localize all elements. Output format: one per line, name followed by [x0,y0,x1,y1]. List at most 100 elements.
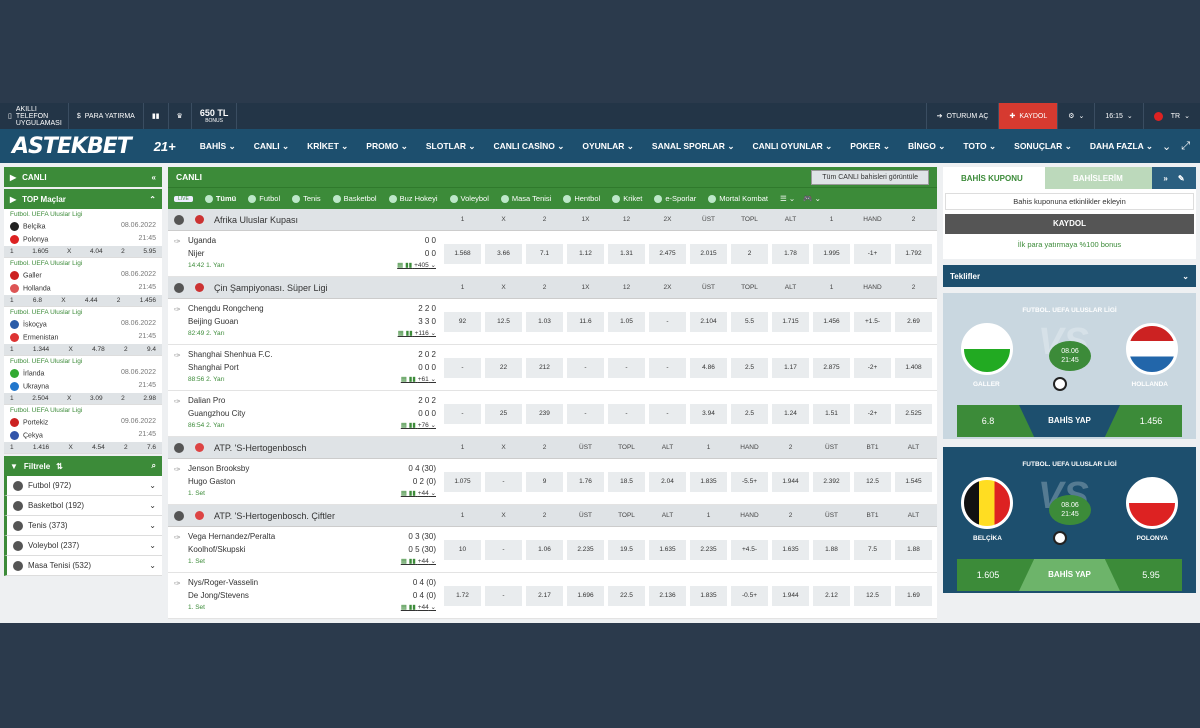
odd-button[interactable]: 22 [485,357,522,378]
more-markets-link[interactable]: +44 [417,558,429,565]
team-name[interactable]: Nijer [188,249,205,258]
odd-button[interactable]: - [485,585,522,606]
team-name[interactable]: Shanghai Shenhua F.C. [188,350,273,359]
pin-icon[interactable]: ✑ [174,579,181,588]
odd-button[interactable]: 1.835 [690,585,727,606]
more-markets-link[interactable]: +116 [414,330,429,337]
promo-odd[interactable]: 6.8 [981,416,995,426]
view-all-live-button[interactable]: Tüm CANLI bahisleri görüntüle [811,169,929,185]
odd-button[interactable]: 1.69 [895,585,932,606]
nav-item-10[interactable]: BİNGO ⌄ [899,141,954,152]
time-display[interactable]: 16:15 ⌄ [1094,103,1142,129]
odd-button[interactable]: -1+ [854,243,891,264]
odd-value[interactable]: 2.504 [32,395,49,402]
odd-button[interactable]: 9 [526,471,563,492]
odd-button[interactable]: 1.88 [813,539,850,560]
tab-sport-7[interactable]: Hentbol [557,194,606,203]
deposit-link[interactable]: $ PARA YATIRMA [69,103,144,129]
odd-button[interactable]: 1.31 [608,243,645,264]
nav-item-9[interactable]: POKER ⌄ [841,141,899,152]
odd-button[interactable]: 1.995 [813,243,850,264]
pin-icon[interactable]: ✑ [174,533,181,542]
odd-button[interactable]: 92 [444,311,481,332]
team-name[interactable]: Hugo Gaston [188,477,236,486]
chevron-double-icon[interactable]: ⌄ [1161,140,1172,153]
nav-item-0[interactable]: BAHİS ⌄ [191,141,245,152]
odd-button[interactable]: +4.5- [731,539,768,560]
team-name[interactable]: De Jong/Stevens [188,591,249,600]
nav-item-1[interactable]: CANLI ⌄ [245,141,298,152]
odd-button[interactable]: 2.5 [731,403,768,424]
odd-value[interactable]: 4.04 [89,248,103,255]
odd-button[interactable]: 2.392 [813,471,850,492]
promo-odd[interactable]: 5.95 [1142,570,1160,580]
bonus-link[interactable]: 650 TL BONUS [192,103,238,129]
tab-sport-1[interactable]: Futbol [242,194,286,203]
odd-button[interactable]: 212 [526,357,563,378]
promo-odd[interactable]: 1.456 [1139,416,1163,426]
place-bet-button[interactable]: BAHİS YAP [1019,559,1120,591]
odd-value[interactable]: 3.09 [89,395,103,402]
odd-button[interactable]: 1.17 [772,357,809,378]
odd-button[interactable]: 18.5 [608,471,645,492]
filter-label[interactable]: Filtrele [23,461,51,471]
odd-button[interactable]: 7.1 [526,243,563,264]
odd-button[interactable]: 2.136 [649,585,686,606]
team-name[interactable]: Dalian Pro [188,396,226,405]
team-name[interactable]: Chengdu Rongcheng [188,304,264,313]
chevron-down-icon[interactable]: ⌄ [430,262,436,269]
odd-button[interactable]: - [608,357,645,378]
tab-sport-0[interactable]: Tümü [199,194,242,203]
login-button[interactable]: ➔ OTURUM AÇ [925,103,999,129]
sport-filter-item[interactable]: Basketbol (192) ⌄ [4,496,162,516]
odd-button[interactable]: 1.075 [444,471,481,492]
live-tv-icon[interactable]: LIVE [174,195,193,202]
odd-button[interactable]: -2+ [854,357,891,378]
nav-item-13[interactable]: DAHA FAZLA ⌄ [1081,141,1162,152]
team-name[interactable]: Shanghai Port [188,363,239,372]
trophy-button[interactable]: ♛ [169,103,192,129]
tab-sport-10[interactable]: Mortal Kombat [702,194,774,203]
odd-button[interactable]: 2.235 [567,539,604,560]
sport-filter-item[interactable]: Voleybol (237) ⌄ [4,536,162,556]
odd-button[interactable]: - [567,357,604,378]
stats-icon[interactable]: ▦ ▮▮ [400,558,416,565]
odd-button[interactable]: 2.69 [895,311,932,332]
odd-button[interactable]: 3.94 [690,403,727,424]
odd-button[interactable]: 1.78 [772,243,809,264]
odd-button[interactable]: 2.104 [690,311,727,332]
odd-button[interactable]: 12.5 [485,311,522,332]
menu-icon[interactable]: ☰ ⌄ [780,194,796,203]
top-match-card[interactable]: Futbol. UEFA Uluslar Ligi İskoçya 08.06.2… [4,307,162,356]
odd-button[interactable]: 1.05 [608,311,645,332]
odd-button[interactable]: 1.24 [772,403,809,424]
language-select[interactable]: TR ⌄ [1142,103,1200,129]
pin-icon[interactable]: ✎ [1177,173,1185,183]
odd-button[interactable]: -5.5+ [731,471,768,492]
odd-button[interactable]: - [567,403,604,424]
more-markets-link[interactable]: +44 [417,490,429,497]
odd-value[interactable]: 4.54 [92,444,105,451]
settings-button[interactable]: ⚙ ⌄ [1057,103,1094,129]
pin-icon[interactable]: ✑ [174,465,181,474]
tab-sport-5[interactable]: Voleybol [444,194,495,203]
pin-icon[interactable]: ✑ [174,305,181,314]
odd-button[interactable]: 1.06 [526,539,563,560]
more-markets-link[interactable]: +44 [417,604,429,611]
odd-button[interactable]: - [649,311,686,332]
odd-button[interactable]: 22.5 [608,585,645,606]
pin-icon[interactable]: ✑ [174,237,181,246]
odd-button[interactable]: 2.015 [690,243,727,264]
odd-button[interactable]: 25 [485,403,522,424]
tab-sport-9[interactable]: e-Sporlar [648,194,702,203]
odd-button[interactable]: 1.944 [772,471,809,492]
odd-button[interactable]: - [649,357,686,378]
pin-icon[interactable]: ✑ [174,351,181,360]
odd-button[interactable]: - [608,403,645,424]
sport-filter-item[interactable]: Masa Tenisi (532) ⌄ [4,556,162,576]
odd-value[interactable]: 4.44 [84,297,98,304]
chevron-down-icon[interactable]: ⌄ [430,422,436,429]
odd-button[interactable]: 2.04 [649,471,686,492]
odd-button[interactable]: 19.5 [608,539,645,560]
league-header[interactable]: Afrika Uluslar Kupası 1 X 2 1X 12 2X ÜST TOPL ALT… [168,209,937,231]
